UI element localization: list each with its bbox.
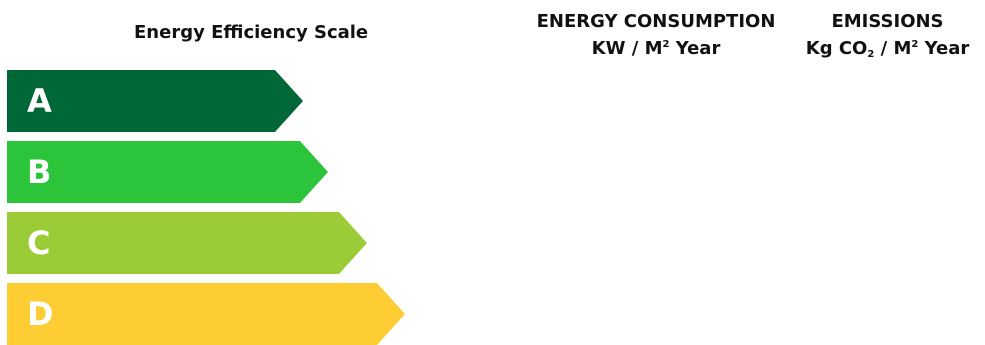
emissions-title: EMISSIONS: [831, 11, 944, 32]
rating-letter-c: C: [27, 224, 51, 262]
rating-bar-b: B: [7, 141, 328, 203]
emissions-header: EMISSIONS Kg CO2 / M2 Year: [790, 8, 985, 62]
energy-unit-tail: Year: [669, 38, 721, 59]
rating-arrow-b: [7, 141, 328, 203]
rating-arrow-c: [7, 212, 367, 274]
rating-bar-c: C: [7, 212, 367, 274]
energy-unit-base: KW / M: [591, 38, 663, 59]
emissions-unit-exponent: 2: [911, 39, 919, 50]
rating-letter-d: D: [27, 295, 54, 333]
energy-consumption-unit: KW / M2 Year: [530, 35, 782, 62]
emissions-unit-tail: Year: [918, 38, 970, 59]
scale-title: Energy Efficiency Scale: [134, 22, 369, 43]
rating-arrow-a: [7, 70, 303, 132]
rating-arrow-d: [7, 283, 405, 345]
rating-bar-a: A: [7, 70, 303, 132]
rating-bar-d: D: [7, 283, 405, 345]
rating-letter-a: A: [27, 82, 52, 120]
rating-letter-b: B: [27, 153, 52, 191]
emissions-unit-co: Kg CO: [805, 38, 868, 59]
energy-unit-exponent: 2: [662, 39, 670, 50]
emissions-unit-subscript: 2: [867, 49, 875, 60]
emissions-unit: Kg CO2 / M2 Year: [790, 35, 985, 62]
energy-consumption-title: ENERGY CONSUMPTION: [536, 11, 776, 32]
emissions-unit-area: / M: [874, 38, 912, 59]
energy-consumption-header: ENERGY CONSUMPTION KW / M2 Year: [530, 8, 782, 62]
